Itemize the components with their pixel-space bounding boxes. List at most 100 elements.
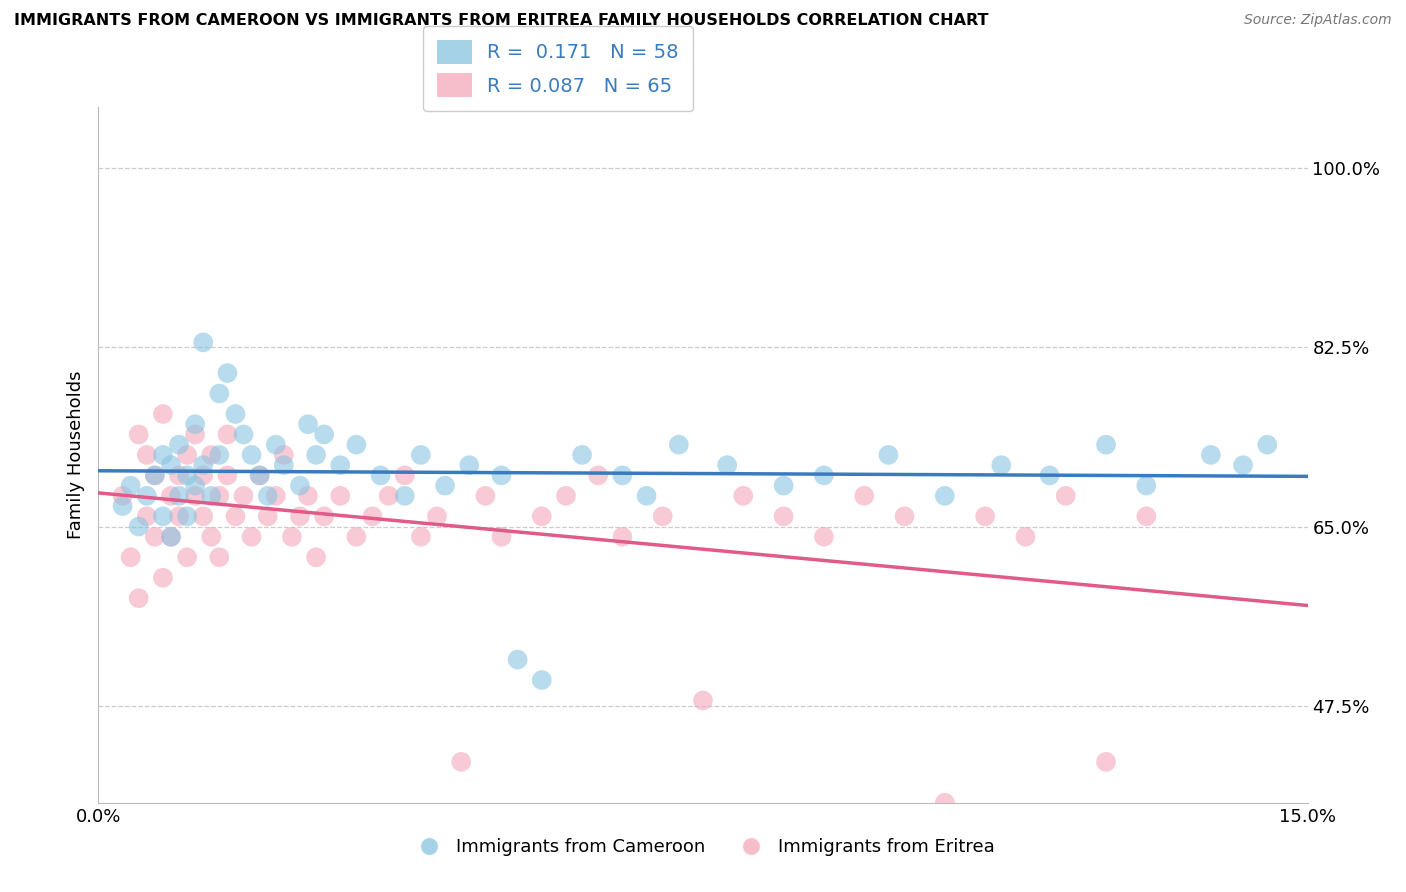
Legend: Immigrants from Cameroon, Immigrants from Eritrea: Immigrants from Cameroon, Immigrants fro… [404, 831, 1002, 863]
Point [184, 478, 207, 492]
Point [217, 366, 239, 380]
Point [167, 489, 190, 503]
Point [232, 427, 254, 442]
Point [651, 509, 673, 524]
Point [555, 489, 578, 503]
Point [305, 448, 328, 462]
Point [733, 489, 755, 503]
Point [249, 468, 271, 483]
Point [716, 458, 738, 472]
Point [288, 478, 311, 492]
Point [934, 489, 956, 503]
Point [184, 427, 207, 442]
Point [264, 438, 287, 452]
Point [692, 693, 714, 707]
Point [450, 755, 472, 769]
Point [128, 427, 150, 442]
Point [612, 468, 634, 483]
Point [152, 571, 174, 585]
Point [143, 468, 166, 483]
Point [409, 530, 432, 544]
Point [176, 509, 198, 524]
Text: Source: ZipAtlas.com: Source: ZipAtlas.com [1244, 13, 1392, 28]
Point [193, 458, 215, 472]
Point [143, 530, 166, 544]
Point [200, 448, 222, 462]
Point [314, 509, 336, 524]
Point [506, 652, 529, 666]
Point [184, 417, 207, 432]
Point [1135, 509, 1157, 524]
Point [586, 468, 609, 483]
Point [474, 489, 496, 503]
Point [370, 468, 392, 483]
Point [297, 489, 319, 503]
Point [273, 458, 295, 472]
Point [491, 468, 513, 483]
Point [167, 468, 190, 483]
Point [329, 489, 352, 503]
Point [240, 448, 263, 462]
Point [377, 489, 399, 503]
Point [288, 509, 311, 524]
Point [297, 417, 319, 432]
Point [1135, 478, 1157, 492]
Point [934, 796, 956, 810]
Point [120, 478, 142, 492]
Point [176, 448, 198, 462]
Point [344, 530, 367, 544]
Point [111, 489, 134, 503]
Point [772, 509, 794, 524]
Point [208, 386, 231, 401]
Point [249, 468, 271, 483]
Point [530, 673, 553, 687]
Point [314, 427, 336, 442]
Point [281, 530, 304, 544]
Point [193, 335, 215, 350]
Point [208, 489, 231, 503]
Point [160, 489, 183, 503]
Point [135, 509, 157, 524]
Point [813, 468, 835, 483]
Point [394, 468, 416, 483]
Point [217, 427, 239, 442]
Point [256, 489, 278, 503]
Point [1039, 468, 1062, 483]
Point [1095, 755, 1118, 769]
Point [1256, 438, 1278, 452]
Point [1054, 489, 1077, 503]
Point [612, 530, 634, 544]
Point [208, 448, 231, 462]
Point [240, 530, 263, 544]
Point [636, 489, 658, 503]
Point [329, 458, 352, 472]
Point [232, 489, 254, 503]
Point [184, 489, 207, 503]
Point [193, 468, 215, 483]
Point [305, 550, 328, 565]
Point [193, 509, 215, 524]
Point [200, 530, 222, 544]
Point [135, 448, 157, 462]
Point [208, 550, 231, 565]
Point [458, 458, 481, 472]
Point [152, 448, 174, 462]
Point [571, 448, 593, 462]
Point [152, 407, 174, 421]
Point [893, 509, 915, 524]
Point [530, 509, 553, 524]
Point [160, 530, 183, 544]
Point [135, 489, 157, 503]
Point [344, 438, 367, 452]
Point [176, 468, 198, 483]
Point [217, 468, 239, 483]
Point [128, 591, 150, 606]
Point [224, 509, 246, 524]
Point [167, 438, 190, 452]
Point [772, 478, 794, 492]
Point [176, 550, 198, 565]
Point [256, 509, 278, 524]
Point [491, 530, 513, 544]
Point [160, 530, 183, 544]
Point [143, 468, 166, 483]
